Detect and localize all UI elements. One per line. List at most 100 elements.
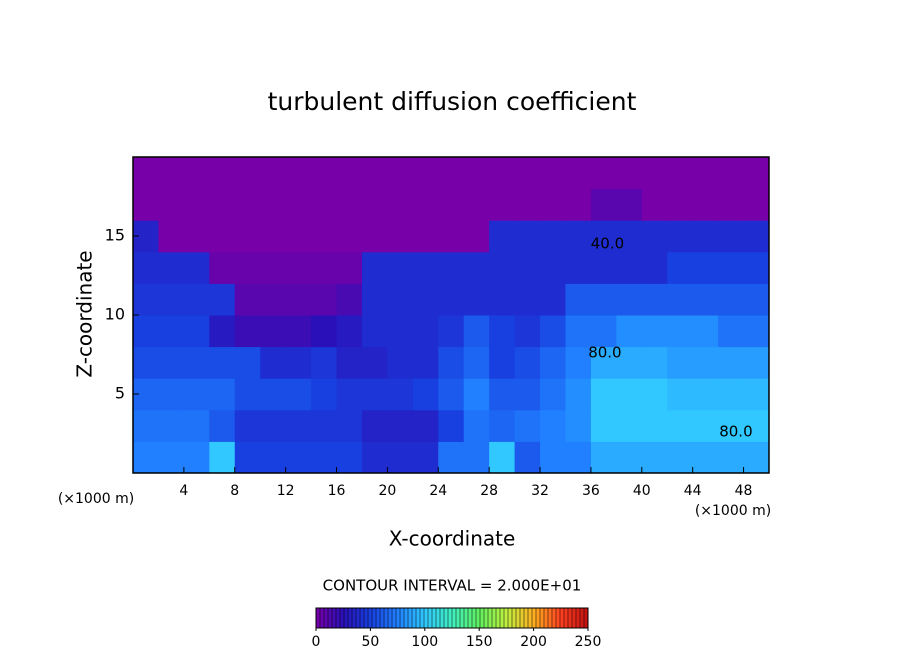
field-cell [158, 220, 185, 253]
field-cell [158, 346, 185, 379]
field-cell [234, 251, 261, 284]
field-cell [641, 188, 668, 221]
field-cell [412, 251, 439, 284]
x-tick-label: 44 [684, 483, 702, 499]
field-cell [718, 283, 745, 316]
x-tick-label: 20 [378, 483, 396, 499]
field-cell [311, 220, 338, 253]
field-cell [336, 346, 363, 379]
field-cell [718, 409, 745, 442]
field-cell [718, 346, 745, 379]
contour-label: 40.0 [591, 234, 624, 252]
field-cell [463, 188, 490, 221]
field-cell [565, 283, 592, 316]
field-cell [463, 315, 490, 348]
field-cell [158, 157, 185, 190]
field-cell [336, 409, 363, 442]
field-cell [260, 220, 287, 253]
field-cell [718, 220, 745, 253]
field-cell [540, 220, 566, 253]
field-cell [311, 283, 338, 316]
field-cell [387, 315, 414, 348]
field-cell [616, 441, 643, 474]
field-cell [514, 157, 541, 190]
field-cell [158, 188, 185, 221]
field-cell [183, 378, 210, 411]
colorbar-tick-label: 50 [361, 634, 379, 650]
field-cell [514, 441, 541, 474]
field-cell [133, 157, 159, 190]
field-cell [285, 220, 312, 253]
field-cell [387, 378, 414, 411]
field-cell [489, 378, 516, 411]
field-cell [311, 409, 338, 442]
field-cell [387, 188, 414, 221]
field-cell [285, 283, 312, 316]
field-cell [616, 346, 643, 379]
field-cell [260, 157, 287, 190]
colorbar-tick-label: 200 [520, 634, 547, 650]
field-cell [514, 220, 541, 253]
field-cell [285, 188, 312, 221]
field-cell [590, 378, 617, 411]
field-cell [183, 251, 210, 284]
field-cell [667, 283, 694, 316]
field-cell [641, 409, 668, 442]
field-cell [158, 251, 185, 284]
field-cell [361, 409, 388, 442]
field-cell [158, 315, 185, 348]
field-cell [540, 315, 566, 348]
field-cell [667, 188, 694, 221]
field-cell [438, 188, 465, 221]
field-cell [260, 283, 287, 316]
field-cell [463, 378, 490, 411]
field-cell [667, 409, 694, 442]
colorbar-tick-label: 100 [411, 634, 438, 650]
field-cell [565, 409, 592, 442]
field-cell [133, 346, 159, 379]
field-cell [209, 315, 236, 348]
field-cell [641, 315, 668, 348]
field-cell [234, 378, 261, 411]
field-cell [311, 157, 338, 190]
field [133, 157, 770, 474]
field-cell [412, 283, 439, 316]
field-cell [718, 188, 745, 221]
field-cell [743, 251, 770, 284]
field-cell [463, 409, 490, 442]
field-cell [565, 378, 592, 411]
field-cell [438, 441, 465, 474]
field-cell [718, 378, 745, 411]
field-cell [285, 441, 312, 474]
field-cell [387, 220, 414, 253]
field-cell [463, 441, 490, 474]
field-cell [692, 409, 719, 442]
field-cell [183, 157, 210, 190]
field-cell [336, 441, 363, 474]
field-cell [260, 409, 287, 442]
field-cell [234, 188, 261, 221]
field-cell [387, 441, 414, 474]
field-cell [234, 315, 261, 348]
field-cell [743, 409, 770, 442]
field-cell [590, 157, 617, 190]
field-cell [667, 315, 694, 348]
y-axis-label: Z-coordinate [73, 250, 97, 377]
field-cell [361, 251, 388, 284]
field-cell [438, 315, 465, 348]
field-cell [692, 378, 719, 411]
field-cell [590, 283, 617, 316]
field-cell [260, 188, 287, 221]
field-cell [133, 441, 159, 474]
x-tick-label: 32 [531, 483, 549, 499]
field-cell [133, 251, 159, 284]
chart-title: turbulent diffusion coefficient [268, 87, 637, 116]
field-cell [183, 346, 210, 379]
field-cell [743, 157, 770, 190]
field-cell [361, 441, 388, 474]
field-cell [540, 251, 566, 284]
field-cell [489, 315, 516, 348]
field-cell [692, 441, 719, 474]
field-cell [692, 188, 719, 221]
field-cell [514, 346, 541, 379]
